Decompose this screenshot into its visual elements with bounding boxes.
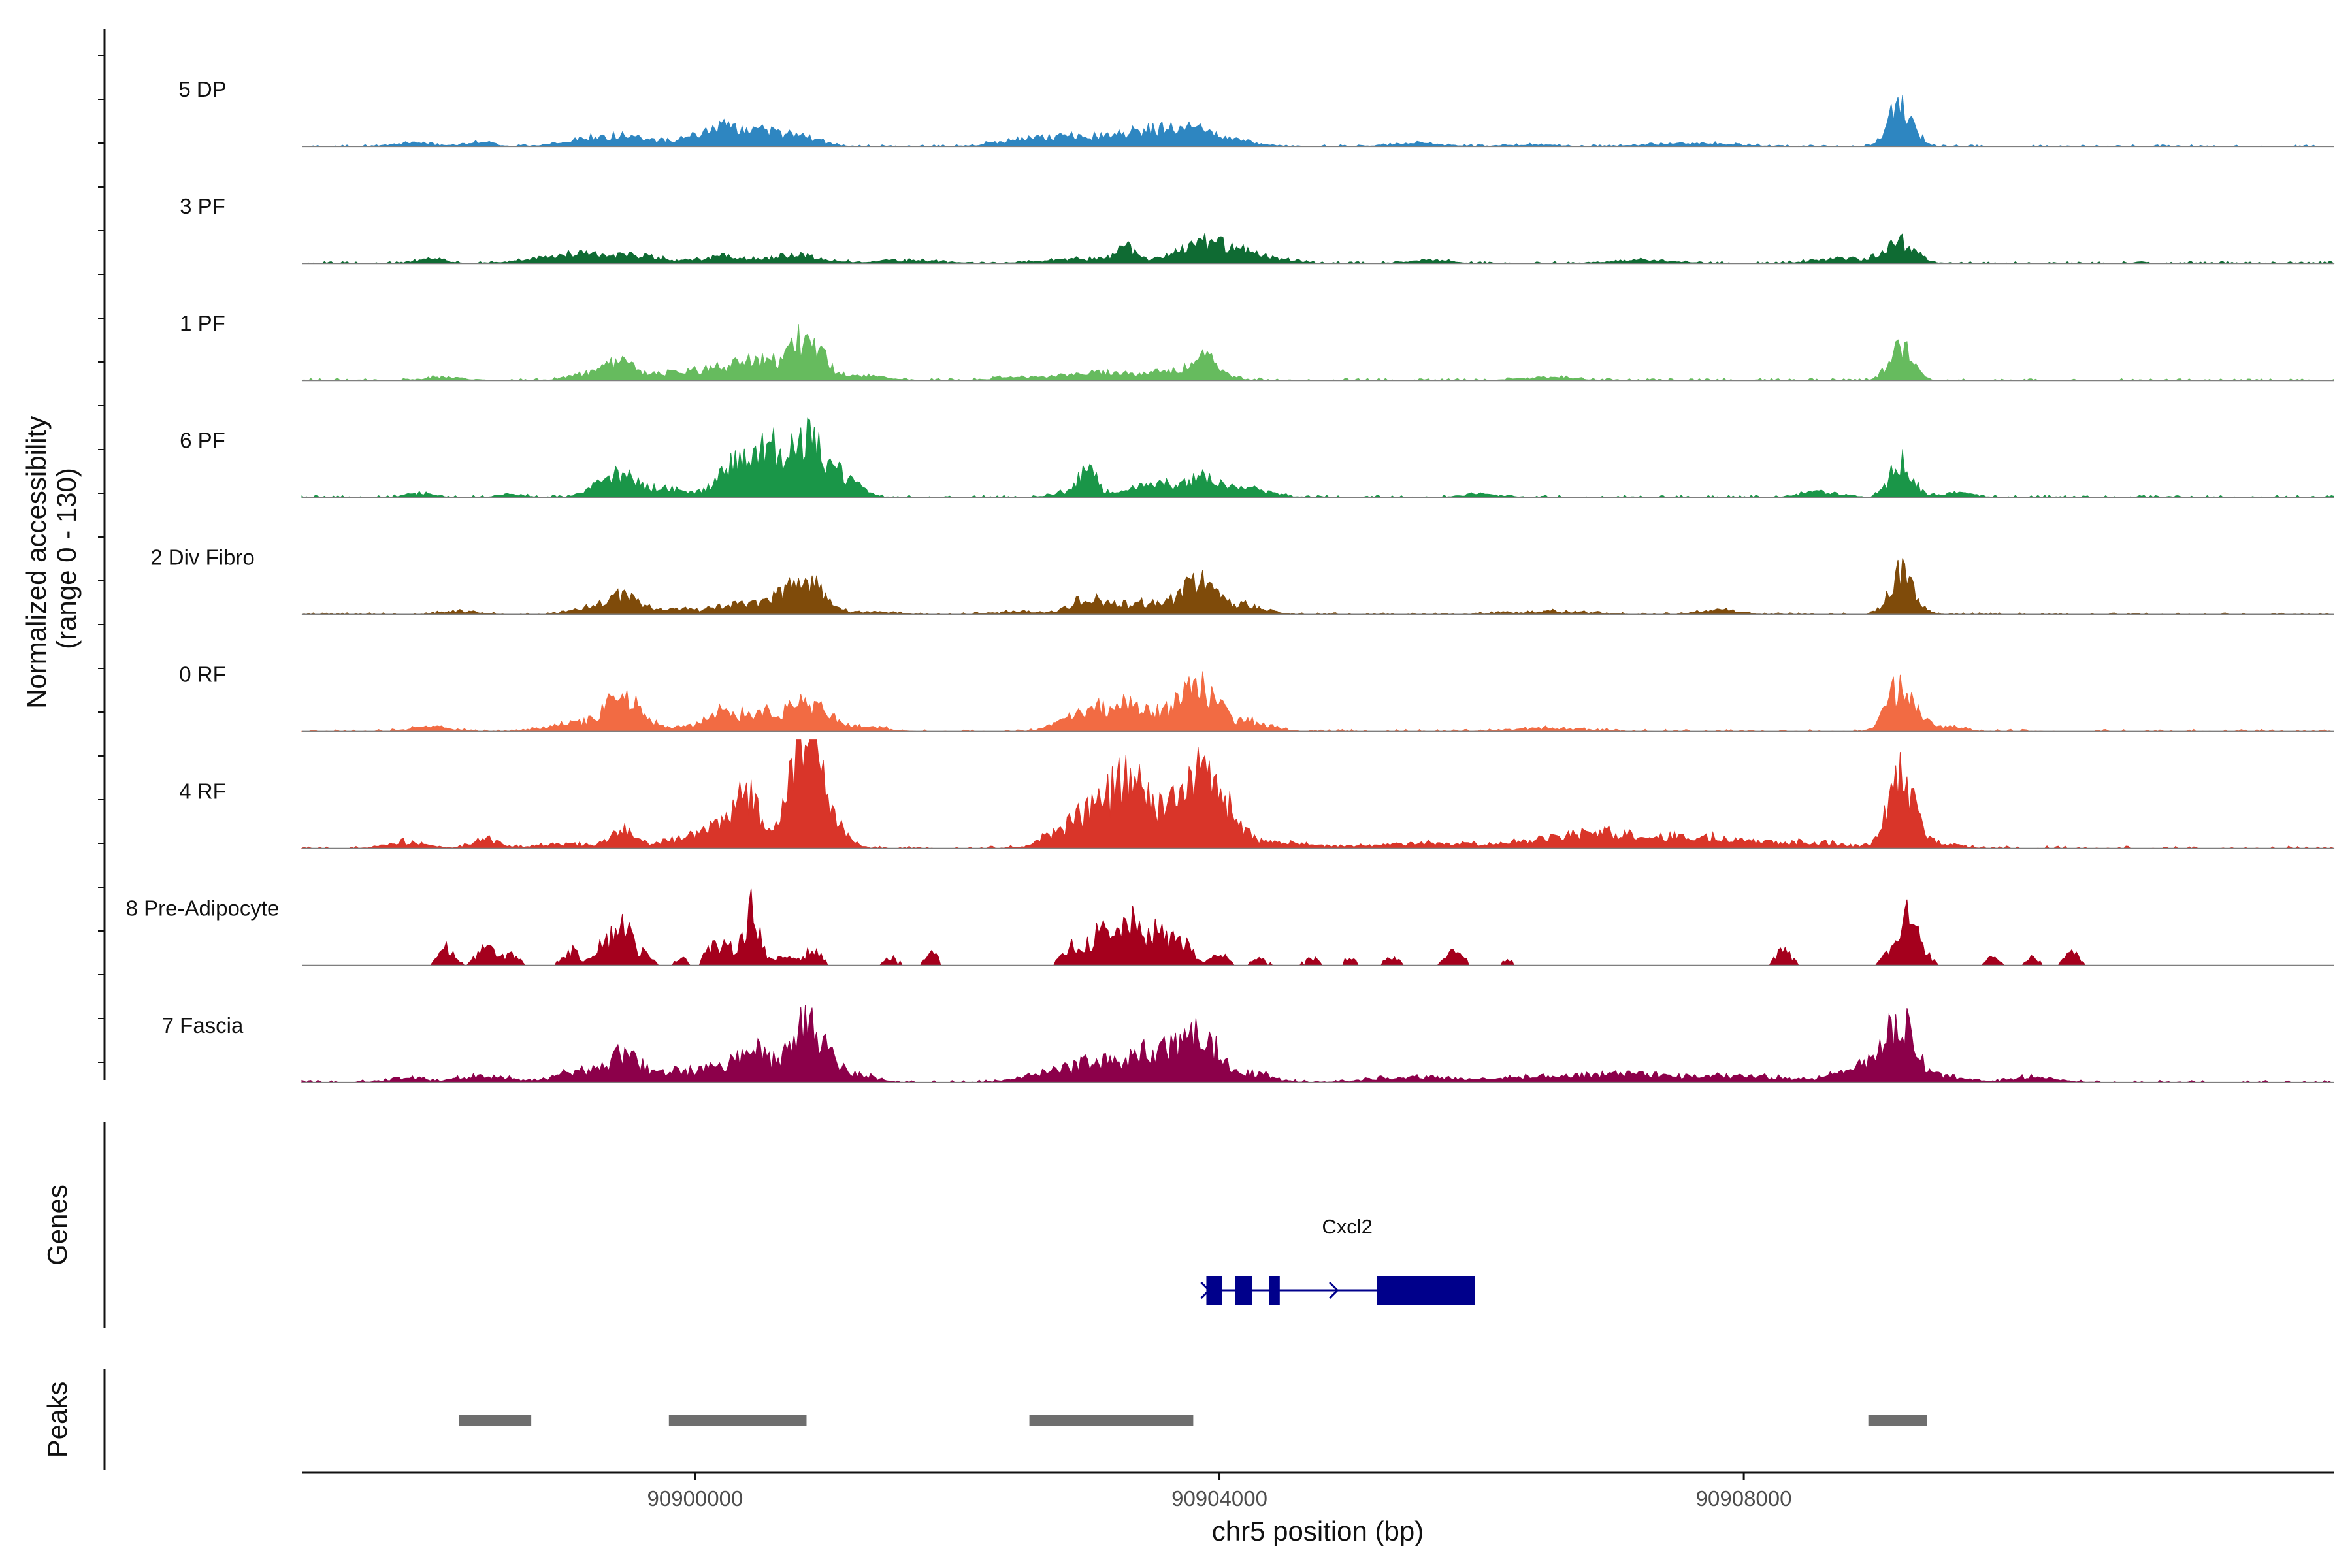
coverage-tracks: 5 DP 3 PF 1 PF 6 PF 2 Div Fibro 0 RF 4 RF 8 Pre… — [126, 77, 2335, 1083]
gene-cxcl2: Cxcl2 — [1200, 1215, 1475, 1305]
peak-region — [459, 1415, 532, 1426]
track-7-fascia: 7 Fascia — [162, 1005, 2334, 1083]
track-5-dp: 5 DP — [178, 77, 2334, 148]
track-label: 7 Fascia — [162, 1013, 244, 1037]
track-1-pf: 1 PF — [180, 311, 2334, 382]
track-label: 3 PF — [180, 194, 225, 218]
genes-panel-title: Genes — [42, 1184, 73, 1266]
track-label: 5 DP — [178, 77, 226, 101]
strand-arrow — [1329, 1281, 1339, 1299]
track-label: 0 RF — [179, 662, 226, 687]
gene-exon — [1377, 1276, 1475, 1305]
peak-region — [1029, 1415, 1194, 1426]
track-3-pf: 3 PF — [180, 194, 2335, 265]
track-2-div-fibro: 2 Div Fibro — [150, 545, 2334, 615]
track-label: 2 Div Fibro — [150, 545, 255, 569]
y-axis-title: Normalized accessibility (range 0 - 130) — [21, 408, 82, 709]
gene-exon — [1269, 1276, 1280, 1305]
track-8-pre-adipocyte: 8 Pre-Adipocyte — [126, 888, 2334, 967]
track-4-rf: 4 RF — [179, 739, 2335, 849]
x-tick-label: 90900000 — [647, 1486, 743, 1511]
track-signal — [301, 1005, 2334, 1083]
track-signal — [302, 888, 2334, 967]
x-tick-label: 90908000 — [1696, 1486, 1792, 1511]
gene-exon — [1235, 1276, 1252, 1305]
track-0-rf: 0 RF — [179, 662, 2334, 732]
peak-region — [668, 1415, 807, 1426]
gene-label: Cxcl2 — [1322, 1215, 1373, 1238]
y-axis-title-line-2: (range 0 - 130) — [51, 468, 82, 649]
track-label: 8 Pre-Adipocyte — [126, 896, 280, 921]
coverage-y-ticks — [98, 55, 105, 1063]
peak-region — [1868, 1415, 1927, 1426]
x-axis-title: chr5 position (bp) — [1212, 1516, 1424, 1546]
peaks-layer — [459, 1415, 1927, 1426]
x-axis-ticks: 90900000 90904000 90908000 — [647, 1473, 1792, 1511]
peaks-panel-title: Peaks — [42, 1382, 73, 1458]
y-axis-title-line-1: Normalized accessibility — [21, 416, 52, 709]
track-6-pf: 6 PF — [180, 417, 2334, 498]
genes-layer: Cxcl2 — [1200, 1215, 1475, 1305]
track-label: 1 PF — [180, 311, 225, 335]
track-label: 6 PF — [180, 428, 225, 452]
gene-exon — [1206, 1276, 1222, 1305]
track-label: 4 RF — [179, 779, 226, 804]
x-tick-label: 90904000 — [1171, 1486, 1267, 1511]
